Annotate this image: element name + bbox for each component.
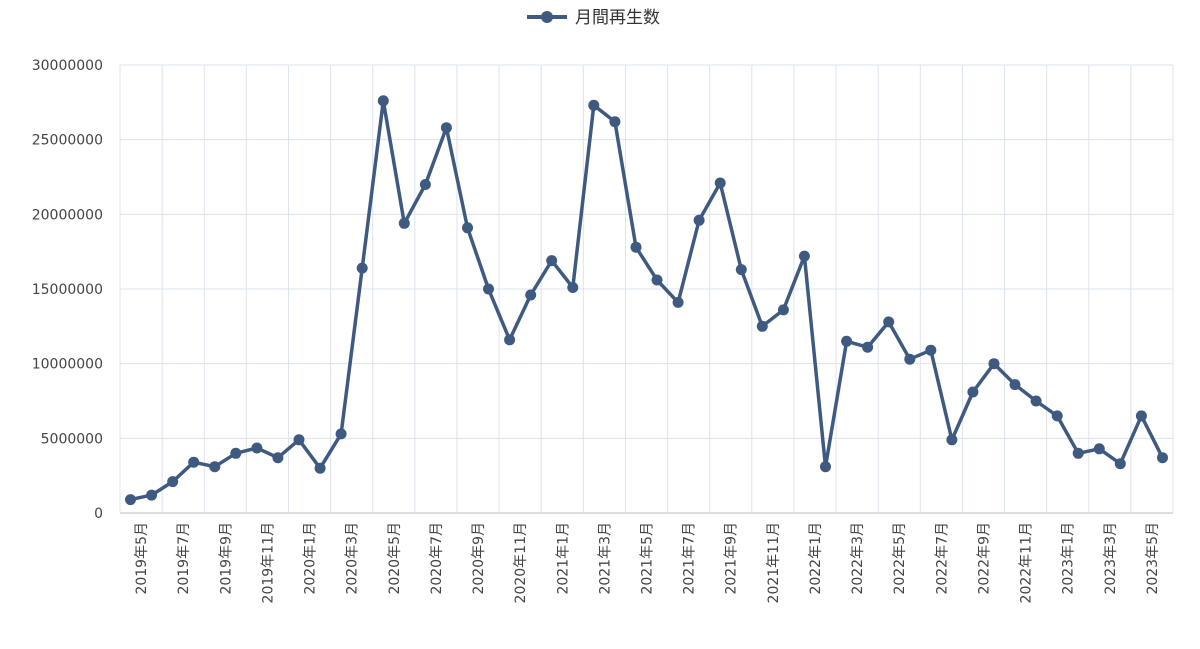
data-point <box>862 341 874 353</box>
x-tick-label: 2019年11月 <box>260 522 276 603</box>
data-point <box>988 358 1000 370</box>
data-point <box>251 442 263 454</box>
x-tick-label: 2021年3月 <box>597 522 613 595</box>
x-tick-label: 2020年1月 <box>303 522 319 595</box>
data-point <box>609 116 621 128</box>
x-tick-label: 2022年9月 <box>976 522 992 595</box>
data-point <box>588 99 600 111</box>
data-point <box>777 304 789 316</box>
data-point <box>756 320 768 332</box>
data-point <box>314 462 326 474</box>
x-tick-label: 2021年11月 <box>766 522 782 603</box>
legend: 月間再生数 <box>527 8 660 28</box>
data-point <box>1157 452 1168 464</box>
legend-marker-swatch <box>541 11 553 23</box>
data-point <box>462 222 473 234</box>
data-point <box>1030 395 1042 407</box>
y-tick-label: 15000000 <box>32 282 103 298</box>
x-tick-label: 2020年11月 <box>513 522 529 603</box>
x-tick-label: 2022年1月 <box>808 522 824 595</box>
data-point <box>167 476 179 488</box>
x-tick-label: 2020年5月 <box>387 522 403 595</box>
data-point <box>651 274 663 286</box>
data-point <box>967 386 979 398</box>
x-axis-tick-labels: 2019年5月 2019年7月 2019年9月 2019年11月 2020年1月 2020… <box>134 522 1161 603</box>
data-point <box>672 296 684 308</box>
x-tick-label: 2022年3月 <box>850 522 866 595</box>
data-point <box>735 264 747 276</box>
data-point <box>1093 443 1105 455</box>
x-tick-label: 2023年1月 <box>1061 522 1077 595</box>
data-point <box>1135 410 1147 422</box>
y-axis-tick-labels: 0 5000000 10000000 15000000 20000000 25000000… <box>32 58 103 522</box>
data-point <box>630 241 642 253</box>
data-point <box>925 344 937 356</box>
data-point <box>1009 379 1021 391</box>
data-point <box>293 434 305 446</box>
data-point <box>546 255 558 267</box>
y-tick-label: 10000000 <box>32 357 103 373</box>
data-point <box>1114 458 1126 470</box>
data-point <box>483 283 494 295</box>
data-point <box>820 461 831 473</box>
data-point <box>798 250 810 262</box>
data-point <box>946 434 958 446</box>
y-tick-label: 0 <box>94 506 103 522</box>
series-line <box>128 99 1165 502</box>
x-tick-label: 2020年3月 <box>345 522 361 595</box>
y-tick-label: 20000000 <box>32 207 103 223</box>
x-tick-label: 2021年9月 <box>724 522 740 595</box>
x-tick-label: 2022年11月 <box>1019 522 1035 603</box>
x-tick-label: 2019年9月 <box>218 522 234 595</box>
x-tick-label: 2021年7月 <box>682 522 698 595</box>
x-tick-label: 2022年5月 <box>892 522 908 595</box>
x-tick-label: 2021年5月 <box>640 522 656 595</box>
legend-label: 月間再生数 <box>575 8 660 28</box>
data-point <box>209 461 221 473</box>
data-point <box>335 428 347 440</box>
data-point <box>693 214 705 226</box>
x-tick-label: 2019年5月 <box>134 522 150 595</box>
data-point <box>356 262 368 274</box>
data-point <box>230 447 242 459</box>
data-point <box>567 282 579 293</box>
data-point <box>841 335 853 347</box>
data-point <box>1072 447 1084 459</box>
x-tick-label: 2022年7月 <box>934 522 950 595</box>
horizontal-gridlines <box>120 64 1173 514</box>
data-point <box>714 177 726 189</box>
x-tick-label: 2023年5月 <box>1145 522 1161 595</box>
data-point <box>904 353 916 365</box>
data-point <box>440 122 452 134</box>
x-tick-label: 2020年7月 <box>429 522 445 595</box>
data-point <box>1051 410 1063 422</box>
y-tick-label: 30000000 <box>32 58 103 74</box>
data-point <box>272 452 284 464</box>
data-point <box>146 489 158 501</box>
data-point <box>125 494 136 506</box>
x-tick-label: 2020年9月 <box>471 522 487 595</box>
data-point <box>188 456 200 468</box>
x-tick-label: 2019年7月 <box>176 522 192 595</box>
vertical-gridlines <box>119 65 1174 513</box>
data-point <box>398 217 410 229</box>
data-point <box>504 334 516 346</box>
data-point <box>883 316 895 328</box>
data-point <box>525 289 537 301</box>
data-point <box>377 95 389 107</box>
series-monthly-views <box>125 95 1168 506</box>
data-point <box>419 179 431 190</box>
y-tick-label: 25000000 <box>32 133 103 149</box>
x-tick-label: 2021年1月 <box>555 522 571 595</box>
x-tick-label: 2023年3月 <box>1103 522 1119 595</box>
y-tick-label: 5000000 <box>41 431 103 447</box>
